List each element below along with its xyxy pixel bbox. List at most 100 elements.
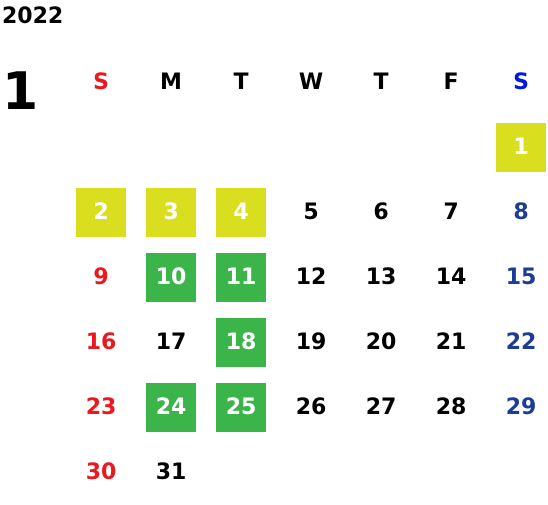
day-number: 20: [365, 330, 397, 355]
day-number: 2: [76, 188, 126, 237]
day-number: 4: [216, 188, 266, 237]
day-cell: 1: [486, 115, 548, 180]
empty-day: [146, 123, 196, 172]
empty-day: [76, 123, 126, 172]
empty-day: [286, 448, 336, 497]
empty-day: [426, 123, 476, 172]
weekday-header-fri: F: [443, 70, 459, 95]
empty-day: [216, 448, 266, 497]
day-cell: 9: [66, 245, 136, 310]
day-cell: 20: [346, 310, 416, 375]
week-row: 16 17 18 19 20 21 22: [66, 310, 548, 375]
day-number: 13: [365, 265, 397, 290]
day-number: 7: [443, 200, 459, 225]
day-number: 8: [513, 200, 529, 225]
empty-day: [356, 123, 406, 172]
day-number: 11: [216, 253, 266, 302]
day-number: 26: [295, 395, 327, 420]
day-cell: 25: [206, 375, 276, 440]
day-cell: [346, 440, 416, 505]
day-cell: 28: [416, 375, 486, 440]
day-number: 30: [85, 460, 117, 485]
day-cell: 5: [276, 180, 346, 245]
day-cell: 13: [346, 245, 416, 310]
day-number: 1: [496, 123, 546, 172]
day-cell: 7: [416, 180, 486, 245]
day-cell: 31: [136, 440, 206, 505]
day-cell: 14: [416, 245, 486, 310]
day-cell: 23: [66, 375, 136, 440]
week-row: 1: [66, 115, 548, 180]
day-cell: 24: [136, 375, 206, 440]
year-label: 2022: [2, 4, 64, 29]
weekday-header-sat: S: [513, 70, 529, 95]
day-cell: 27: [346, 375, 416, 440]
day-cell: 17: [136, 310, 206, 375]
weekday-header-tue: T: [233, 70, 249, 95]
day-cell: 16: [66, 310, 136, 375]
day-cell: 2: [66, 180, 136, 245]
day-number: 19: [295, 330, 327, 355]
day-cell: [346, 115, 416, 180]
week-row: 9 10 11 12 13 14 15: [66, 245, 548, 310]
day-number: 9: [93, 265, 109, 290]
day-number: 3: [146, 188, 196, 237]
day-number: 25: [216, 383, 266, 432]
day-cell: [486, 440, 548, 505]
empty-day: [216, 123, 266, 172]
day-cell: [416, 115, 486, 180]
weekday-header-thu: T: [373, 70, 389, 95]
day-number: 28: [435, 395, 467, 420]
day-number: 5: [303, 200, 319, 225]
empty-day: [426, 448, 476, 497]
day-number: 15: [505, 265, 537, 290]
weekday-header-sun: S: [93, 70, 109, 95]
day-cell: 4: [206, 180, 276, 245]
day-number: 27: [365, 395, 397, 420]
day-number: 18: [216, 318, 266, 367]
day-cell: [276, 440, 346, 505]
day-cell: 21: [416, 310, 486, 375]
empty-day: [496, 448, 546, 497]
day-cell: [136, 115, 206, 180]
day-number: 23: [85, 395, 117, 420]
month-label: 1: [2, 62, 39, 122]
day-cell: 22: [486, 310, 548, 375]
day-cell: [416, 440, 486, 505]
day-number: 14: [435, 265, 467, 290]
day-number: 24: [146, 383, 196, 432]
weekday-header-mon: M: [160, 70, 182, 95]
day-cell: [66, 115, 136, 180]
day-number: 29: [505, 395, 537, 420]
day-number: 22: [505, 330, 537, 355]
empty-day: [286, 123, 336, 172]
day-number: 12: [295, 265, 327, 290]
day-number: 6: [373, 200, 389, 225]
day-number: 10: [146, 253, 196, 302]
day-cell: 15: [486, 245, 548, 310]
day-cell: 29: [486, 375, 548, 440]
day-number: 21: [435, 330, 467, 355]
day-cell: [206, 440, 276, 505]
day-cell: 12: [276, 245, 346, 310]
day-cell: 18: [206, 310, 276, 375]
weekday-header-wed: W: [298, 70, 324, 95]
weekday-header-row: S M T W T F S: [66, 50, 548, 115]
day-number: 17: [155, 330, 187, 355]
day-number: 16: [85, 330, 117, 355]
day-cell: [206, 115, 276, 180]
day-cell: 8: [486, 180, 548, 245]
day-cell: 19: [276, 310, 346, 375]
week-row: 23 24 25 26 27 28 29: [66, 375, 548, 440]
week-row: 30 31: [66, 440, 548, 505]
day-cell: [276, 115, 346, 180]
calendar-grid: S M T W T F S 1 2 3 4 5 6 7 8 9 10 11 12 13 14 15 16 17 1…: [66, 50, 548, 505]
empty-day: [356, 448, 406, 497]
day-cell: 3: [136, 180, 206, 245]
day-cell: 26: [276, 375, 346, 440]
day-cell: 10: [136, 245, 206, 310]
day-cell: 11: [206, 245, 276, 310]
day-cell: 6: [346, 180, 416, 245]
weeks-container: 1 2 3 4 5 6 7 8 9 10 11 12 13 14 15 16 17 18 19 20 21 22 23 24 2…: [66, 115, 548, 505]
